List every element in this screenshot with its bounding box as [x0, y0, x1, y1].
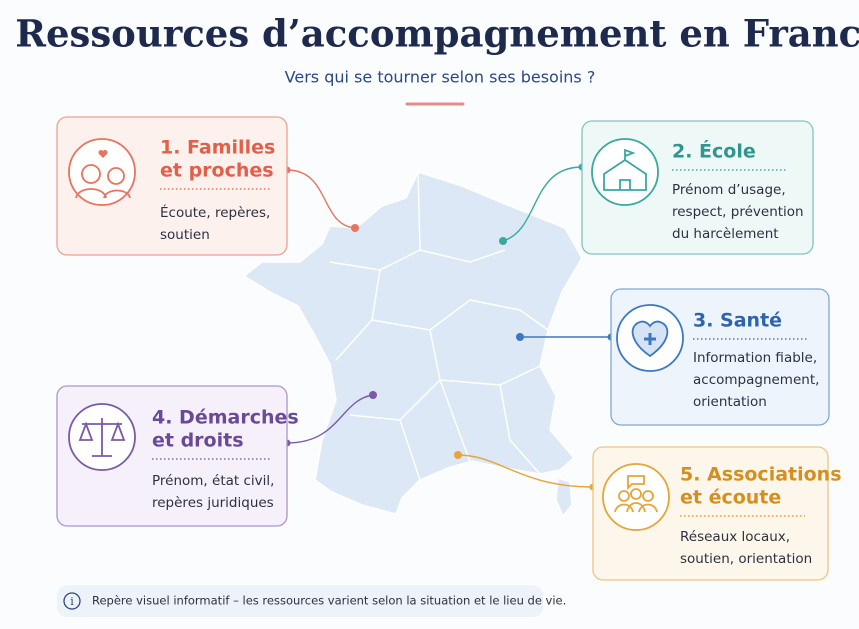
subtitle: Vers qui se tourner selon ses besoins ?: [285, 68, 596, 87]
info-icon: [63, 592, 81, 610]
footer-note: Repère visuel informatif – les ressource…: [92, 594, 566, 608]
card-text: repères juridiques: [152, 495, 274, 511]
footer-box: [57, 585, 543, 617]
card-title: et droits: [152, 430, 244, 452]
card-text: Information fiable,: [693, 350, 817, 366]
card-title: 3. Santé: [693, 310, 782, 332]
connectors: [286, 166, 611, 488]
info-glyph: i: [70, 595, 74, 608]
card-text: soutien, orientation: [680, 551, 812, 567]
title: Ressources d’accompagnement en France: [15, 12, 859, 56]
card-text: Prénom, état civil,: [152, 473, 274, 489]
card-text: Réseaux locaux,: [680, 529, 790, 545]
card-title: 2. École: [672, 140, 756, 163]
icons: [68, 138, 684, 531]
card-text: soutien: [160, 227, 210, 243]
card-text: Prénom d’usage,: [672, 182, 786, 198]
card-text: du harcèlement: [672, 226, 779, 242]
card-title: 1. Familles: [160, 137, 275, 159]
card-text: accompagnement,: [693, 372, 819, 388]
card-text: respect, prévention: [672, 204, 804, 220]
card-title: et proches: [160, 160, 274, 182]
card-text: Écoute, repères,: [160, 204, 270, 221]
card-title: 4. Démarches: [152, 407, 299, 429]
card-title: et écoute: [680, 487, 781, 509]
card-title: 5. Associations: [680, 464, 842, 486]
card-text: orientation: [693, 394, 767, 410]
